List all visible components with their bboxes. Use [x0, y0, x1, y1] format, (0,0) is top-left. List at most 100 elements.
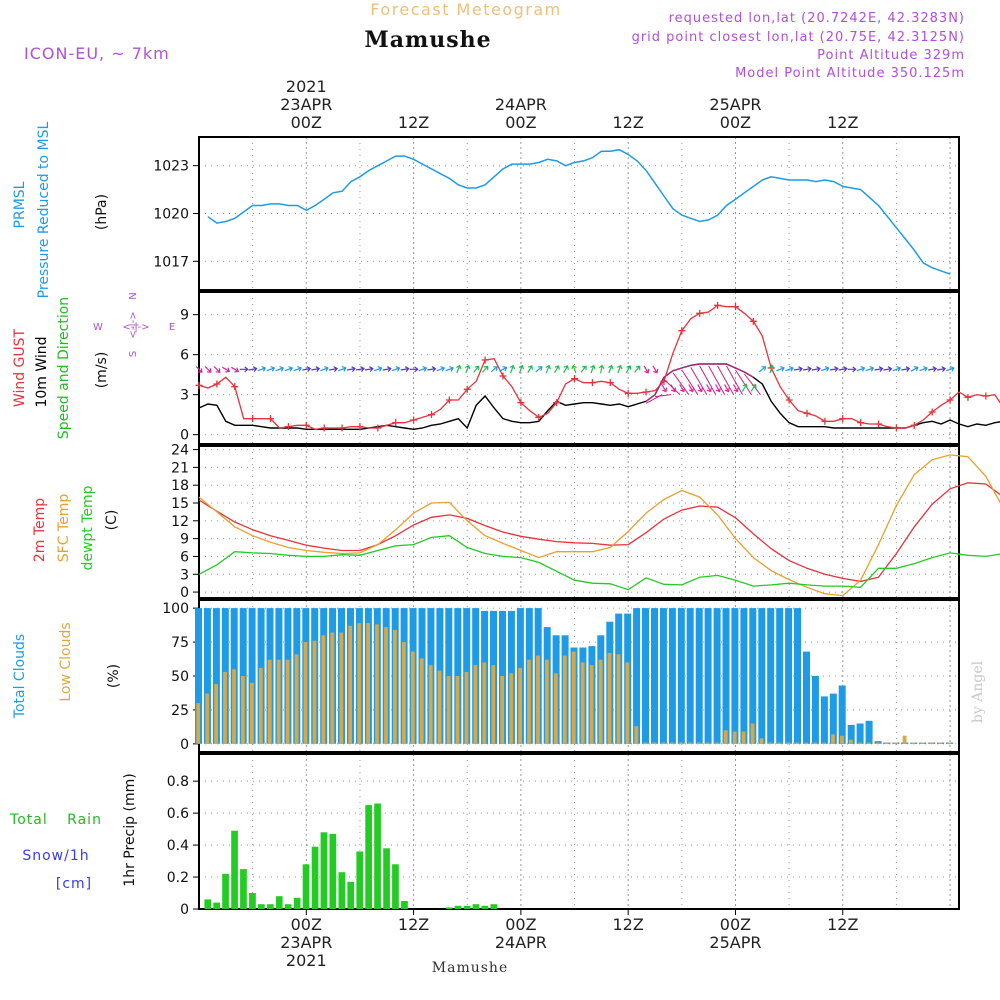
wind-direction-arrow [518, 364, 525, 374]
gust-marker [821, 417, 829, 425]
total-cloud-bar [874, 741, 882, 744]
wind-direction-arrow [750, 383, 757, 392]
low-cloud-bar [652, 742, 657, 744]
rain-bar [338, 872, 346, 909]
low-cloud-bar [455, 676, 460, 744]
total-cloud-bar [686, 608, 694, 744]
wind-direction-arrow [329, 366, 339, 372]
wind-direction-arrow [670, 384, 677, 393]
low-cloud-bar [223, 671, 227, 744]
total-cloud-bar [239, 608, 247, 744]
wind-direction-arrow [320, 366, 329, 372]
y-tick-label: 0 [180, 902, 189, 918]
gust-marker [910, 421, 918, 429]
low-cloud-bar [330, 632, 335, 744]
watermark: by Angel [970, 660, 986, 723]
y-tick-label: 3 [180, 388, 189, 404]
wind-direction-arrow [946, 366, 955, 372]
low-cloud-bar [366, 623, 370, 744]
rain-bar [204, 899, 212, 909]
wind-direction-arrow [355, 366, 365, 372]
wind-direction-arrow [793, 366, 803, 372]
low-cloud-bar [241, 676, 245, 744]
total-cloud-bar [248, 608, 256, 744]
gust-marker [320, 424, 328, 432]
total-cloud-bar [445, 608, 453, 744]
super-title: Forecast Meteogram [370, 0, 561, 19]
wind-direction-arrow [590, 364, 596, 374]
low-cloud-bar [446, 676, 451, 744]
low-cloud-bar [795, 742, 800, 744]
wind-direction-arrow [758, 366, 767, 373]
total-cloud-bar [838, 685, 846, 744]
y-tick-label: 3 [180, 567, 189, 583]
y-tick-label: 15 [171, 496, 189, 512]
top-time-label: 12Z [827, 113, 858, 132]
low-cloud-bar [759, 738, 764, 744]
gust-marker [338, 424, 346, 432]
wind-direction-arrow [230, 366, 240, 373]
gust-marker [928, 408, 936, 416]
panel-frame [198, 136, 960, 291]
wind-hatch [654, 394, 672, 398]
wind-direction-arrow [785, 366, 794, 372]
low-cloud-bar [357, 623, 362, 744]
rain-bar [293, 897, 301, 909]
wind-direction-arrow [239, 366, 249, 373]
low-cloud-bar [276, 659, 281, 744]
low-cloud-bar [607, 652, 612, 744]
total-rain-label: Total Rain [9, 812, 102, 828]
rain-bar [481, 905, 489, 909]
low-cloud-bar [840, 735, 844, 744]
panel-frame [198, 753, 960, 910]
gust-marker [231, 383, 239, 391]
y-tick-label: 9 [180, 532, 189, 548]
gust-marker [249, 415, 257, 423]
y-tick-label: 18 [171, 478, 189, 494]
gust-marker [302, 421, 310, 429]
rain-bar [365, 805, 372, 909]
low-cloud-bar [214, 684, 218, 744]
low-cloud-bar [902, 735, 907, 744]
total-cloud-bar [704, 608, 712, 744]
gust-marker [714, 301, 722, 309]
wind-hatch [690, 367, 708, 395]
wind-direction-arrow [364, 366, 374, 372]
low-cloud-bar [527, 659, 531, 744]
low-cloud-bar [849, 739, 853, 744]
total-cloud-bar [642, 608, 649, 744]
wind-hatch [726, 365, 743, 395]
gust-marker [267, 415, 275, 423]
low-cloud-bar [518, 667, 522, 744]
rain-bar [347, 881, 355, 909]
wind-direction-arrow [820, 366, 830, 372]
wind-direction-arrow [427, 366, 437, 372]
low-cloud-bar [205, 693, 210, 744]
wind-direction-arrow [634, 365, 641, 373]
wind-direction-arrow [892, 366, 902, 372]
low-cloud-bar [509, 673, 514, 744]
requested-coords: requested lon,lat (20.7242E, 42.3283N) [669, 11, 965, 26]
gust-marker [374, 424, 382, 432]
total-cloud-bar [749, 608, 757, 744]
total-cloud-bar [847, 724, 855, 744]
temp-dewpt-label: dewpt Temp [80, 485, 96, 570]
total-cloud-bar [785, 608, 793, 744]
gust-marker [678, 327, 686, 335]
temp-dewpt-line [198, 535, 1000, 591]
low-cloud-bar [706, 742, 710, 744]
gust-marker [481, 356, 489, 364]
snow-label: Snow/1h [22, 848, 89, 864]
total-cloud-bar [865, 720, 873, 744]
wind-direction-arrow [723, 384, 730, 393]
total-cloud-bar [776, 608, 784, 744]
gust-marker [535, 413, 543, 421]
compass-w: W [93, 322, 103, 333]
y-tick-label: 9 [180, 308, 189, 324]
wind-direction-arrow [535, 366, 543, 373]
low-cloud-bar [464, 671, 469, 744]
bottom-year-label: 2021 [286, 951, 327, 970]
wind-direction-arrow [400, 366, 410, 372]
low-cloud-bar [616, 654, 621, 744]
